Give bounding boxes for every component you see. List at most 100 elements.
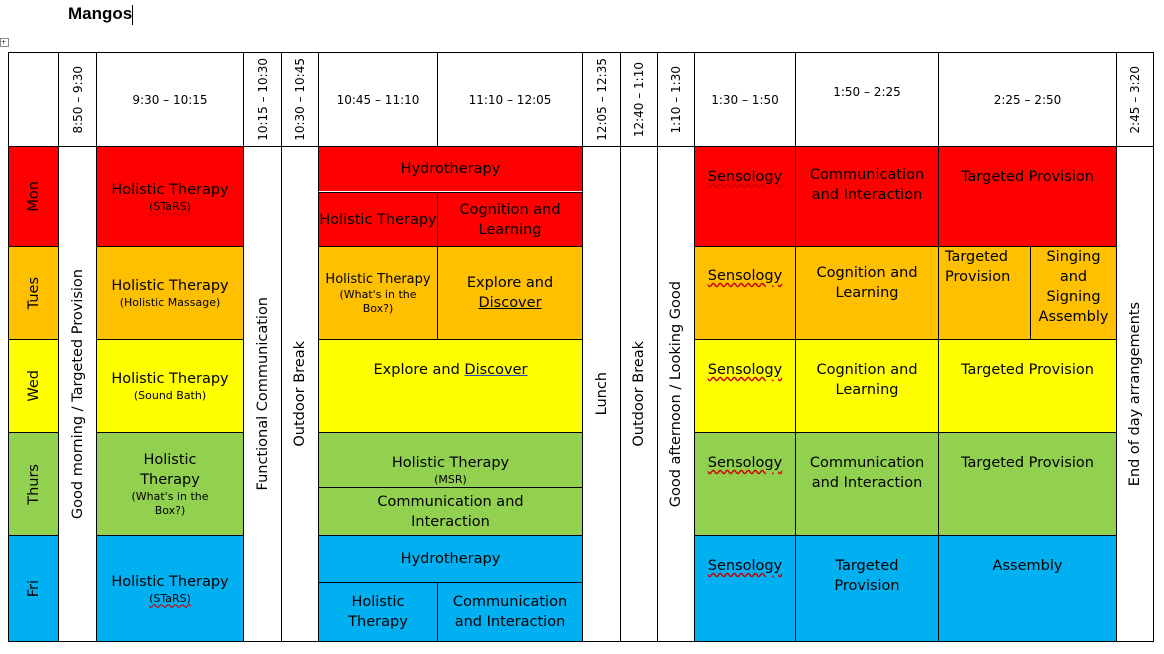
thurs-sensology: Sensology xyxy=(694,432,796,536)
activity-label: Holistic Therapy xyxy=(325,271,431,287)
tues-cognition: Cognition and Learning xyxy=(795,246,939,340)
activity-label: Communication and Interaction xyxy=(809,455,925,491)
activity-detail: (STaRS) xyxy=(149,591,191,605)
time-header: 1:50 – 2:25 xyxy=(795,52,939,147)
time-label: 10:15 – 10:30 xyxy=(255,58,270,141)
discover-link[interactable]: Discover xyxy=(464,362,528,378)
document-title[interactable]: Mangos xyxy=(68,4,134,25)
activity-label: Assembly xyxy=(992,558,1063,574)
day-wed: Wed xyxy=(8,339,59,433)
activity-label: Outdoor Break xyxy=(292,341,308,447)
time-header: 12:40 – 1:10 xyxy=(620,52,658,147)
activity-label: Holistic Therapy xyxy=(319,211,437,228)
time-header: 10:45 – 11:10 xyxy=(318,52,438,147)
tues-holistic: Holistic Therapy (What's in the Box?) xyxy=(318,246,438,340)
mon-communication: Communication and Interaction xyxy=(795,146,939,247)
tues-session1: Holistic Therapy (Holistic Massage) xyxy=(96,246,244,340)
activity-label: Targeted Provision xyxy=(945,249,1011,285)
fri-assembly: Assembly xyxy=(938,535,1117,642)
activity-label: Targeted Provision xyxy=(834,558,900,594)
discover-link[interactable]: Discover xyxy=(478,295,542,311)
time-label: 12:40 – 1:10 xyxy=(632,61,646,138)
activity-label: Holistic Therapy xyxy=(140,452,200,488)
activity-label: Lunch xyxy=(593,372,610,416)
morning-column: Good morning / Targeted Provision xyxy=(58,146,97,642)
mon-targeted: Targeted Provision xyxy=(938,146,1117,247)
day-label: Tues xyxy=(25,276,42,310)
activity-detail: (Sound Bath) xyxy=(133,389,207,402)
time-label: 10:30 – 10:45 xyxy=(293,58,307,141)
activity-label: Communication and Interaction xyxy=(377,493,524,530)
mon-cognition: Cognition and Learning xyxy=(437,192,583,247)
activity-detail: (What's in the Box?) xyxy=(131,490,209,517)
activity-label: Holistic Therapy xyxy=(348,594,408,630)
activity-detail: (STaRS) xyxy=(149,199,191,213)
activity-label: Hydrotherapy xyxy=(400,161,501,177)
outdoor-break-column: Outdoor Break xyxy=(620,146,658,642)
thurs-communication: Communication and Interaction xyxy=(318,487,583,536)
tues-singing-assembly: Singing and Signing Assembly xyxy=(1030,246,1117,340)
day-label: Thurs xyxy=(25,463,42,505)
time-header: 10:15 – 10:30 xyxy=(243,52,282,147)
wed-sensology: Sensology xyxy=(694,339,796,433)
activity-label: Holistic Therapy xyxy=(111,371,229,387)
wed-cognition: Cognition and Learning xyxy=(795,339,939,433)
time-label: 1:30 – 1:50 xyxy=(711,92,779,107)
activity-label: Cognition and Learning xyxy=(816,265,918,301)
activity-label: Functional Communication xyxy=(254,297,271,491)
activity-label: Holistic Therapy xyxy=(111,278,229,294)
time-label: 2:45 – 3:20 xyxy=(1128,65,1142,134)
activity-label: Sensology xyxy=(707,169,783,185)
text-cursor xyxy=(132,4,134,25)
fri-session1: Holistic Therapy (STaRS) xyxy=(96,535,244,642)
activity-label: Cognition and Learning xyxy=(459,201,561,238)
fri-hydrotherapy: Hydrotherapy xyxy=(318,535,583,583)
activity-label: Sensology xyxy=(707,268,783,284)
time-label: 2:25 – 2:50 xyxy=(993,92,1062,107)
activity-label: Good morning / Targeted Provision xyxy=(69,268,86,520)
activity-label: Targeted Provision xyxy=(961,169,1094,185)
activity-label: Cognition and Learning xyxy=(816,362,918,398)
activity-detail: (Holistic Massage) xyxy=(119,296,221,309)
lunch-column: Lunch xyxy=(582,146,621,642)
activity-label: Singing and Signing Assembly xyxy=(1038,249,1109,325)
time-header: 10:30 – 10:45 xyxy=(281,52,319,147)
title-text: Mangos xyxy=(68,4,133,23)
activity-label: Good afternoon / Looking Good xyxy=(668,280,684,508)
activity-label: Holistic Therapy xyxy=(111,181,229,198)
outdoor-break-column: Outdoor Break xyxy=(281,146,319,642)
end-of-day-column: End of day arrangements xyxy=(1116,146,1154,642)
time-label: 8:50 – 9:30 xyxy=(70,65,85,134)
activity-label: Sensology xyxy=(707,558,783,574)
time-header: 11:10 – 12:05 xyxy=(437,52,583,147)
time-header: 9:30 – 10:15 xyxy=(96,52,244,147)
mon-hydrotherapy: Hydrotherapy xyxy=(318,146,583,193)
time-header: 12:05 – 12:35 xyxy=(582,52,621,147)
activity-detail: (What's in the Box?) xyxy=(339,287,417,315)
mon-session1: Holistic Therapy (STaRS) xyxy=(96,146,244,247)
time-label: 10:45 – 11:10 xyxy=(336,92,420,107)
header-corner xyxy=(8,52,59,147)
time-header: 8:50 – 9:30 xyxy=(58,52,97,147)
day-mon: Mon xyxy=(8,146,59,247)
activity-label: Holistic Therapy xyxy=(111,573,229,590)
time-label: 1:50 – 2:25 xyxy=(833,85,901,99)
activity-label: Sensology xyxy=(707,362,783,378)
time-header: 1:10 – 1:30 xyxy=(657,52,695,147)
time-header: 2:25 – 2:50 xyxy=(938,52,1117,147)
functional-communication-column: Functional Communication xyxy=(243,146,282,642)
wed-targeted: Targeted Provision xyxy=(938,339,1117,433)
tues-targeted: Targeted Provision xyxy=(938,246,1031,340)
table-move-handle-icon[interactable]: + xyxy=(0,38,9,47)
activity-label: Sensology xyxy=(707,455,783,471)
fri-holistic: Holistic Therapy xyxy=(318,582,438,642)
day-label: Mon xyxy=(25,181,42,212)
wed-session1: Holistic Therapy (Sound Bath) xyxy=(96,339,244,433)
activity-label: Explore and xyxy=(466,275,554,291)
day-thurs: Thurs xyxy=(8,432,59,536)
time-label: 12:05 – 12:35 xyxy=(594,58,609,141)
fri-sensology: Sensology xyxy=(694,535,796,642)
thurs-session1: Holistic Therapy (What's in the Box?) xyxy=(96,432,244,536)
afternoon-column: Good afternoon / Looking Good xyxy=(657,146,695,642)
activity-label: Targeted Provision xyxy=(961,455,1094,471)
